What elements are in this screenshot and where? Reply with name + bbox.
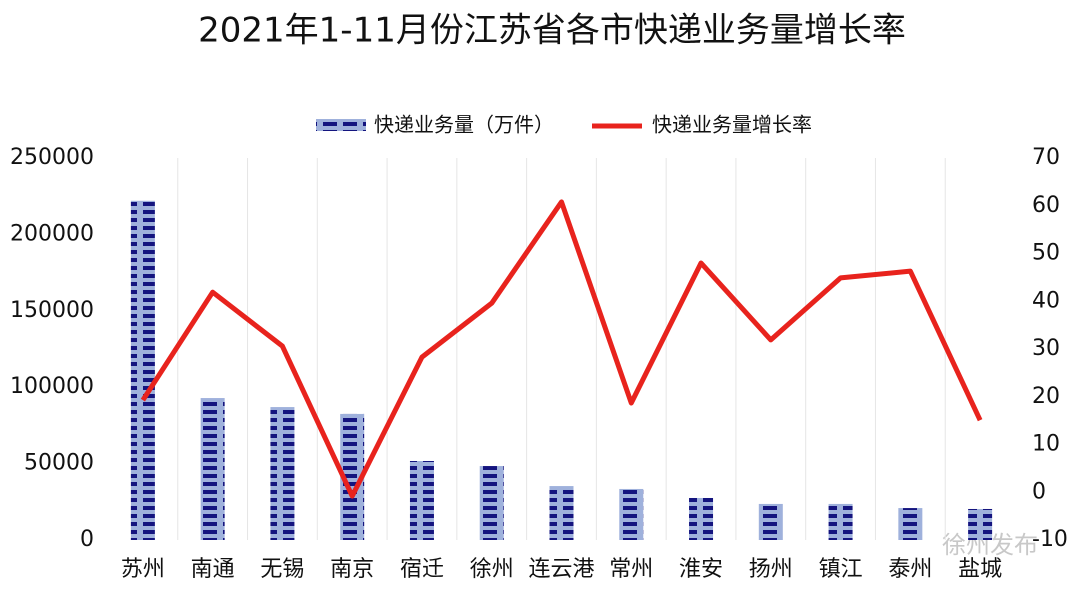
y2-tick-label: 30 — [1032, 336, 1060, 361]
x-tick-label: 镇江 — [819, 557, 863, 582]
x-tick-label: 连云港 — [528, 557, 594, 582]
bar — [828, 503, 853, 540]
y2-tick-label: 50 — [1032, 241, 1060, 266]
x-tick-label: 盐城 — [958, 557, 1002, 582]
x-tick-label: 常州 — [609, 557, 653, 582]
bar — [758, 503, 783, 540]
bar — [689, 497, 714, 540]
y2-tick-label: 40 — [1032, 288, 1060, 313]
y2-tick-label: -10 — [1032, 527, 1068, 552]
x-tick-label: 扬州 — [749, 557, 793, 582]
x-tick-label: 徐州 — [470, 557, 514, 582]
x-tick-label: 无锡 — [260, 557, 304, 582]
bar — [200, 398, 225, 540]
x-tick-label: 南京 — [330, 557, 374, 582]
y-tick-label: 150000 — [10, 298, 94, 323]
bar — [270, 407, 295, 540]
bar — [898, 508, 923, 540]
y-tick-label: 50000 — [24, 451, 94, 476]
y2-tick-label: 60 — [1032, 193, 1060, 218]
bar — [968, 508, 993, 540]
y2-tick-label: 70 — [1032, 145, 1060, 170]
y2-tick-label: 20 — [1032, 384, 1060, 409]
x-tick-label: 南通 — [191, 557, 235, 582]
bar — [479, 466, 504, 540]
x-tick-label: 淮安 — [679, 557, 723, 582]
legend-label: 快递业务量增长率 — [652, 113, 812, 137]
y2-tick-label: 0 — [1032, 479, 1046, 504]
x-tick-label: 泰州 — [888, 557, 932, 582]
legend-swatch — [316, 119, 366, 131]
bar — [409, 461, 434, 540]
y-tick-label: 0 — [80, 527, 94, 552]
y2-tick-label: 10 — [1032, 432, 1060, 457]
x-tick-label: 苏州 — [121, 557, 165, 582]
x-tick-label: 宿迁 — [400, 557, 444, 582]
y-tick-label: 100000 — [10, 374, 94, 399]
chart-title: 2021年1-11月份江苏省各市快递业务量增长率 — [198, 11, 906, 51]
y-tick-label: 200000 — [10, 221, 94, 246]
line — [140, 199, 983, 499]
y-tick-label: 250000 — [10, 145, 94, 170]
bar — [619, 488, 644, 540]
bar — [549, 486, 574, 540]
legend-label: 快递业务量（万件） — [374, 113, 554, 137]
bar — [130, 200, 155, 540]
